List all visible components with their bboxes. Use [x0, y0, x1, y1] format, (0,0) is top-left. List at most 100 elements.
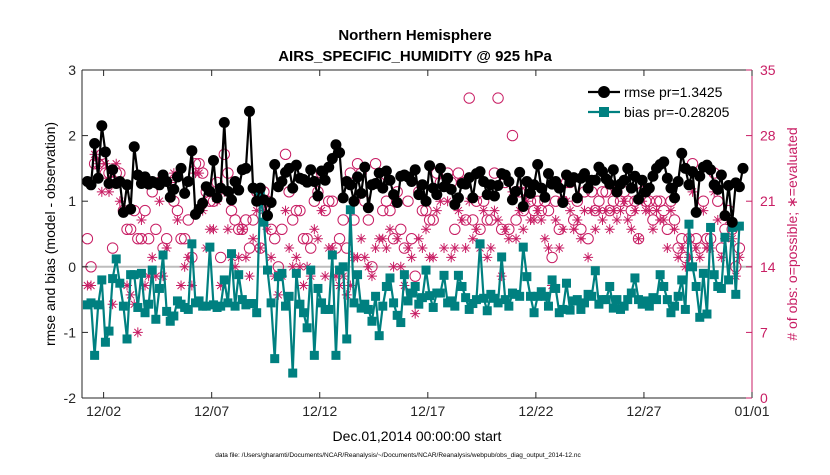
- obs-evaluated-marker: [439, 243, 450, 254]
- rmse-marker: [218, 116, 230, 128]
- y-tick-label-right: 14: [760, 259, 776, 275]
- rmse-marker: [604, 178, 616, 190]
- chart-title-line1: Northern Hemisphere: [338, 27, 491, 44]
- obs-evaluated-marker: [658, 214, 669, 225]
- rmse-marker: [348, 195, 360, 207]
- bias-marker: [565, 305, 575, 315]
- bias-marker: [479, 293, 489, 303]
- obs-possible-marker: [305, 242, 317, 254]
- bias-marker: [500, 295, 510, 305]
- obs-possible-marker: [276, 223, 288, 236]
- y-tick-label-right: 28: [760, 128, 776, 144]
- x-tick-label: 12/17: [410, 403, 445, 419]
- obs-possible-marker: [423, 214, 436, 226]
- obs-evaluated-marker: [147, 252, 158, 263]
- obs-evaluated-marker: [230, 261, 241, 272]
- obs-evaluated-marker: [179, 261, 190, 272]
- rmse-marker: [107, 164, 119, 176]
- rmse-marker: [665, 182, 677, 194]
- bias-marker: [327, 250, 337, 260]
- rmse-marker: [262, 210, 274, 222]
- x-tick-label: 12/22: [518, 403, 553, 419]
- obs-evaluated-marker: [312, 233, 323, 244]
- obs-possible-marker: [175, 232, 187, 245]
- obs-possible-marker: [135, 232, 148, 245]
- obs-evaluated-marker: [593, 205, 604, 216]
- bias-marker: [695, 312, 705, 322]
- rmse-marker: [319, 174, 331, 186]
- obs-evaluated-marker: [114, 196, 125, 207]
- bias-marker: [371, 291, 381, 301]
- bias-marker: [302, 323, 312, 333]
- rmse-marker: [377, 182, 389, 194]
- obs-evaluated-marker: [446, 252, 457, 263]
- rmse-marker: [197, 197, 209, 209]
- obs-evaluated-marker: [406, 252, 417, 263]
- obs-evaluated-marker: [366, 271, 377, 282]
- bias-marker: [122, 334, 132, 344]
- bias-marker: [363, 304, 373, 314]
- obs-evaluated-marker: [392, 233, 403, 244]
- bias-marker: [698, 268, 708, 278]
- rmse-marker: [323, 161, 335, 173]
- bias-marker: [587, 291, 597, 301]
- obs-evaluated-marker: [287, 261, 298, 272]
- obs-evaluated-marker: [266, 252, 277, 263]
- obs-possible-marker: [178, 232, 191, 245]
- bias-marker: [464, 304, 474, 314]
- obs-evaluated-marker: [262, 224, 273, 235]
- obs-evaluated-marker: [698, 205, 709, 216]
- obs-evaluated-marker: [417, 243, 428, 254]
- obs-possible-marker: [297, 232, 310, 245]
- obs-evaluated-marker: [222, 224, 233, 235]
- bias-marker: [630, 273, 640, 283]
- bias-marker: [374, 331, 384, 341]
- obs-possible-marker: [279, 148, 292, 161]
- rmse-marker: [240, 162, 252, 174]
- bias-marker: [608, 303, 618, 313]
- rmse-marker: [182, 176, 194, 188]
- y-tick-label-right: 7: [760, 324, 768, 340]
- obs-possible-marker: [323, 195, 335, 207]
- rmse-marker: [179, 187, 191, 199]
- bias-marker: [378, 301, 388, 311]
- rmse-marker: [589, 174, 601, 186]
- obs-possible-marker: [402, 195, 414, 207]
- obs-possible-marker: [409, 270, 421, 282]
- bias-marker: [104, 326, 114, 336]
- rmse-marker: [542, 168, 554, 180]
- obs-evaluated-marker: [215, 280, 226, 291]
- rmse-marker: [229, 176, 241, 188]
- legend-rmse-label: rmse pr=1.3425: [624, 84, 723, 100]
- x-axis-label: Dec.01,2014 00:00:00 start: [333, 428, 502, 444]
- bias-marker: [706, 222, 716, 232]
- bias-marker: [684, 219, 694, 229]
- obs-evaluated-marker: [579, 205, 590, 216]
- bias-marker: [446, 296, 456, 306]
- rmse-marker: [524, 187, 536, 199]
- obs-possible-marker: [449, 223, 461, 236]
- obs-evaluated-marker: [258, 205, 269, 216]
- rmse-marker: [222, 185, 234, 197]
- obs-evaluated-marker: [572, 214, 583, 225]
- obs-evaluated-marker: [183, 252, 194, 263]
- obs-evaluated-marker: [413, 233, 424, 244]
- obs-possible-marker: [294, 204, 306, 217]
- bias-marker: [626, 288, 636, 298]
- rmse-marker: [175, 162, 187, 174]
- bias-marker: [234, 270, 244, 280]
- bias-marker: [489, 293, 499, 303]
- bias-marker: [342, 334, 352, 344]
- obs-evaluated-marker: [248, 233, 259, 244]
- bias-marker: [655, 270, 665, 280]
- y-axis-label-right: # of obs: o=possible; ∗=evaluated: [784, 127, 800, 340]
- bias-marker: [338, 262, 348, 272]
- obs-evaluated-marker: [460, 243, 471, 254]
- rmse-marker: [607, 164, 619, 176]
- obs-evaluated-marker: [467, 233, 478, 244]
- obs-evaluated-marker: [294, 261, 305, 272]
- obs-evaluated-marker: [601, 205, 612, 216]
- obs-evaluated-marker: [622, 214, 633, 225]
- rmse-marker: [413, 189, 425, 201]
- obs-evaluated-marker: [284, 243, 295, 254]
